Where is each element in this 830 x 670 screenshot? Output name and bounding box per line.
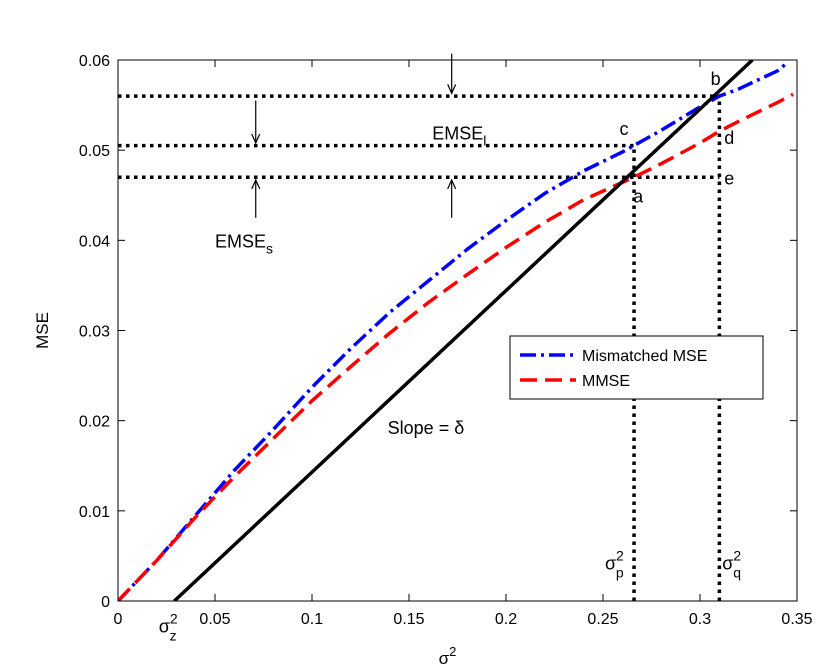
x-axis-title-main: σ [439,649,450,668]
y-tick-label-6: 0.06 [79,53,110,70]
annotation--z-sup: 2 [170,611,178,627]
annotation-emses-sub: s [266,241,273,257]
annotation--q-sup: 2 [733,547,741,563]
x-tick-label-7: 0.35 [781,611,812,628]
annotation-emsel-main: EMSE [432,123,483,143]
y-tick-label-0: 0 [101,594,110,611]
x-tick-label-3: 0.15 [393,611,424,628]
point-label-c: c [619,119,628,139]
legend-label-mmse: MMSE [582,373,630,390]
series-line-slope [173,60,754,601]
x-tick-label-0: 0 [114,611,123,628]
y-tick-label-2: 0.02 [79,414,110,431]
arrow-head-2 [251,178,261,190]
x-tick-label-5: 0.25 [587,611,618,628]
annotation--p-sub: p [616,564,624,580]
y-tick-label-3: 0.03 [79,324,110,341]
axes: 0 0.05 0.1 0.15 0.2 0.25 0.3 0.35 0 0.01 0.02 0.03 0… [33,53,813,668]
y-tick-label-1: 0.01 [79,504,110,521]
annotation--q: σ2 q [722,547,741,580]
x-axis-title-sup: 2 [449,644,456,659]
arrow-head-0 [447,84,457,95]
annotation-emses-main: EMSE [215,232,266,252]
annotation--p-sup: 2 [616,547,624,563]
annotation--z-main: σ [159,617,170,637]
y-tick-label-5: 0.05 [79,143,110,160]
x-axis-title: σ2 [439,644,457,668]
x-tick-label-4: 0.2 [495,611,517,628]
annotation--p-main: σ [605,553,616,573]
annotation--q-main: σ [722,553,733,573]
annotation-slope-: Slope = δ [388,418,465,438]
annotation-slope--main: Slope = δ [388,418,465,438]
annotation--q-sub: q [733,564,741,580]
y-axis-title: MSE [33,312,52,349]
point-label-a: a [633,186,644,206]
annotation-emsel-sub: l [483,132,486,148]
x-tick-label-6: 0.3 [689,611,711,628]
series-line-mmse [118,92,794,601]
legend-label-mismatched-mse: Mismatched MSE [582,348,707,365]
plot-area [118,60,794,601]
x-tick-label-1: 0.05 [199,611,230,628]
annotation-emses: EMSEs [215,232,273,257]
y-tick-label-4: 0.04 [79,233,110,250]
annotation--z: σ2 z [159,611,178,644]
arrow-head-1 [251,133,261,145]
point-label-d: d [724,128,734,148]
legend-box [509,335,764,400]
point-label-e: e [724,168,734,188]
point-label-b: b [711,69,721,89]
annotation-emsel: EMSEl [432,123,486,148]
series-line-mismatched-mse [118,61,789,601]
arrow-head-3 [447,178,457,190]
annotation--z-sub: z [170,628,177,644]
legend: Mismatched MSE MMSE [509,335,764,400]
annotation--p: σ2 p [605,547,624,580]
x-tick-label-2: 0.1 [301,611,323,628]
